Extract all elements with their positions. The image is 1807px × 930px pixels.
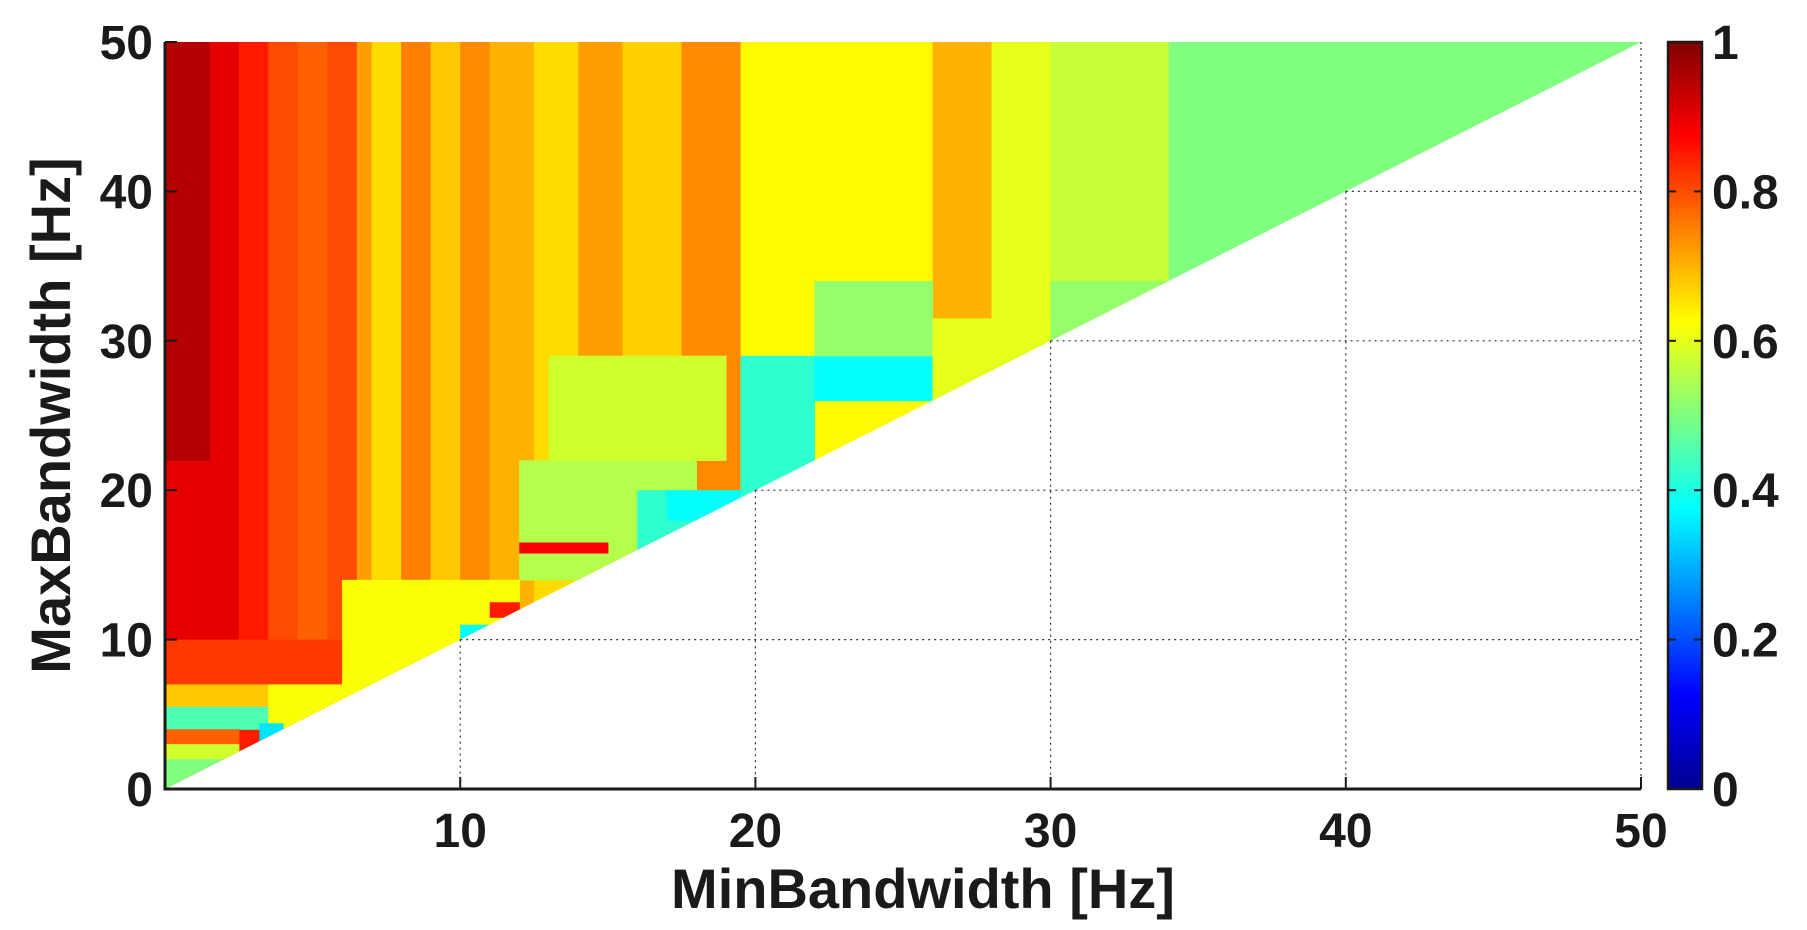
heatmap-cell xyxy=(165,729,240,745)
y-axis-ticks: 0 10 20 30 40 50 xyxy=(100,17,177,817)
y-tick-label: 10 xyxy=(100,615,153,668)
colorbar-tick-label: 0.2 xyxy=(1712,615,1779,668)
heatmap-cell xyxy=(814,281,934,357)
heatmap-column xyxy=(489,42,535,789)
heatmap-cell xyxy=(165,744,240,760)
colorbar-tick-label: 0.4 xyxy=(1712,465,1779,518)
heatmap-cell xyxy=(165,639,373,686)
y-tick-label: 50 xyxy=(100,17,153,70)
colorbar-tick-label: 0 xyxy=(1712,764,1739,817)
heatmap-cell xyxy=(666,490,742,521)
heatmap-cell xyxy=(740,355,816,491)
heatmap-cell xyxy=(165,42,210,461)
x-tick-label: 50 xyxy=(1614,805,1667,858)
colorbar-tick-label: 0.8 xyxy=(1712,166,1779,219)
x-tick-label: 30 xyxy=(1024,805,1077,858)
y-tick-label: 20 xyxy=(100,465,153,518)
heatmap-cell xyxy=(268,684,373,738)
colorbar-tick-label: 0.6 xyxy=(1712,316,1779,369)
x-tick-label: 20 xyxy=(729,805,782,858)
heatmap-column xyxy=(430,42,461,789)
x-tick-label: 40 xyxy=(1319,805,1372,858)
y-axis-label: MaxBandwidth [Hz] xyxy=(19,157,82,673)
heatmap-cell xyxy=(165,759,240,789)
heatmap-cell xyxy=(814,355,934,402)
heatmap-cell xyxy=(548,355,727,461)
grid-lines xyxy=(459,42,1642,789)
y-tick-label: 40 xyxy=(100,166,153,219)
heatmap-column xyxy=(1050,42,1170,789)
x-axis-ticks: 10 20 30 40 50 xyxy=(434,777,1668,858)
heatmap-cell xyxy=(165,706,269,730)
x-tick-label: 10 xyxy=(434,805,487,858)
axes-frame xyxy=(163,42,1641,791)
y-tick-label: 30 xyxy=(100,316,153,369)
heatmap-cell xyxy=(932,318,1052,402)
heatmap-cell xyxy=(460,624,491,641)
heatmap-cells xyxy=(165,42,1641,789)
y-tick-label: 0 xyxy=(126,764,153,817)
colorbar-gradient xyxy=(1666,40,1704,791)
heatmap-column xyxy=(932,42,993,789)
heatmap-cell xyxy=(489,602,520,618)
heatmap-cell xyxy=(165,684,269,708)
colorbar: 0 0.2 0.4 0.6 0.8 1 xyxy=(1666,17,1779,817)
heatmap-column xyxy=(460,42,491,789)
x-axis-label: MinBandwidth [Hz] xyxy=(671,857,1175,920)
heatmap-column xyxy=(991,42,1052,789)
heatmap-cell xyxy=(519,542,609,554)
colorbar-tick-label: 1 xyxy=(1712,17,1739,70)
heatmap-cell xyxy=(165,460,210,641)
heatmap-column xyxy=(1168,42,1641,789)
heatmap-column xyxy=(401,42,432,789)
heatmap-cell xyxy=(342,579,520,700)
heatmap-cell xyxy=(1050,281,1170,342)
heatmap-cell xyxy=(259,723,284,742)
